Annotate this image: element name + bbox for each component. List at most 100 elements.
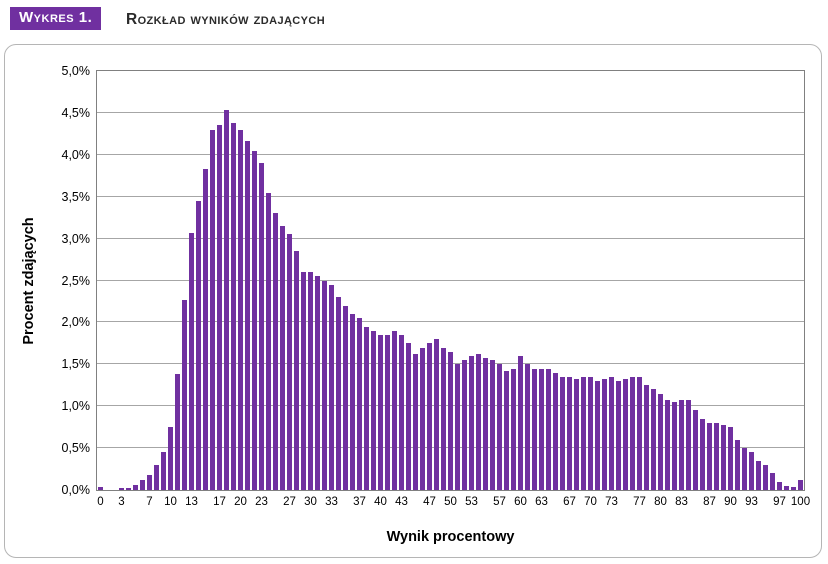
bar	[301, 272, 306, 490]
bar-slot	[258, 71, 265, 490]
bar-slot	[769, 71, 776, 490]
bar	[791, 486, 796, 490]
bar-slot	[524, 71, 531, 490]
bar-slot	[517, 71, 524, 490]
bar	[315, 276, 320, 490]
bar	[665, 400, 670, 490]
bar-slot	[608, 71, 615, 490]
bar	[728, 427, 733, 490]
bar-slot	[405, 71, 412, 490]
bar	[98, 486, 103, 490]
bar	[672, 402, 677, 490]
y-tick-label: 4,0%	[61, 147, 91, 162]
bar	[385, 334, 390, 490]
bar	[147, 474, 152, 490]
bar-slot	[202, 71, 209, 490]
y-tick-label: 0,5%	[61, 441, 91, 456]
bar	[448, 351, 453, 490]
bar-slot	[720, 71, 727, 490]
x-tick-label: 77	[633, 496, 646, 508]
bar-slot	[209, 71, 216, 490]
bar	[700, 418, 705, 490]
bar-slot	[580, 71, 587, 490]
bar-slot	[398, 71, 405, 490]
bar-slot	[797, 71, 804, 490]
bar-slot	[776, 71, 783, 490]
bar-slot	[559, 71, 566, 490]
bar-slot	[727, 71, 734, 490]
gridline	[97, 237, 804, 239]
x-tick-label: 93	[745, 496, 758, 508]
bar-slot	[573, 71, 580, 490]
x-tick-label: 57	[493, 496, 506, 508]
bar-slot	[587, 71, 594, 490]
bar-slot	[216, 71, 223, 490]
bar-slot	[160, 71, 167, 490]
bar	[434, 339, 439, 490]
bar	[630, 376, 635, 490]
bar-slot	[223, 71, 230, 490]
bar	[329, 284, 334, 490]
bar-slot	[594, 71, 601, 490]
bar	[525, 364, 530, 490]
bar-slot	[475, 71, 482, 490]
bar-slot	[503, 71, 510, 490]
gridline	[97, 321, 804, 323]
y-tick-label: 1,5%	[61, 357, 91, 372]
bar-slot	[412, 71, 419, 490]
bar-slot	[601, 71, 608, 490]
x-tick-label: 23	[255, 496, 268, 508]
bar	[609, 376, 614, 490]
bar	[119, 488, 124, 490]
bar	[364, 326, 369, 490]
bar-slot	[335, 71, 342, 490]
x-tick-label: 80	[654, 496, 667, 508]
bar-slot	[657, 71, 664, 490]
bar	[413, 354, 418, 490]
y-tick-label: 0,0%	[61, 483, 91, 497]
bar	[483, 357, 488, 490]
x-tick-label: 63	[535, 496, 548, 508]
bar	[469, 355, 474, 490]
x-tick-label: 17	[213, 496, 226, 508]
bar-slot	[188, 71, 195, 490]
x-tick-label: 33	[325, 496, 338, 508]
bar-slot	[636, 71, 643, 490]
bar	[399, 334, 404, 490]
bar-slot	[762, 71, 769, 490]
bar-slot	[790, 71, 797, 490]
bar	[763, 464, 768, 490]
bar	[182, 299, 187, 490]
bar	[595, 381, 600, 490]
bar	[560, 376, 565, 490]
bar-slot	[482, 71, 489, 490]
bar-slot	[286, 71, 293, 490]
bar-slot	[629, 71, 636, 490]
bar-slot	[678, 71, 685, 490]
bar-slot	[566, 71, 573, 490]
x-tick-label: 53	[465, 496, 478, 508]
gridline	[97, 279, 804, 281]
bar-slot	[454, 71, 461, 490]
bar-slot	[153, 71, 160, 490]
bar	[441, 347, 446, 490]
bar-slot	[622, 71, 629, 490]
bar-slot	[552, 71, 559, 490]
bar-slot	[734, 71, 741, 490]
bar-slot	[496, 71, 503, 490]
y-tick-label: 5,0%	[61, 64, 91, 78]
bar-slot	[685, 71, 692, 490]
bar-slot	[440, 71, 447, 490]
bar	[462, 360, 467, 490]
bar	[749, 452, 754, 490]
bar-slot	[356, 71, 363, 490]
bar	[273, 213, 278, 490]
bar	[126, 487, 131, 490]
y-tick-label: 1,0%	[61, 399, 91, 414]
x-tick-label: 10	[164, 496, 177, 508]
chart-number-badge: Wykres 1.	[10, 7, 102, 30]
bar	[140, 479, 145, 490]
bar-slot	[237, 71, 244, 490]
bar	[161, 452, 166, 490]
bar	[133, 484, 138, 490]
